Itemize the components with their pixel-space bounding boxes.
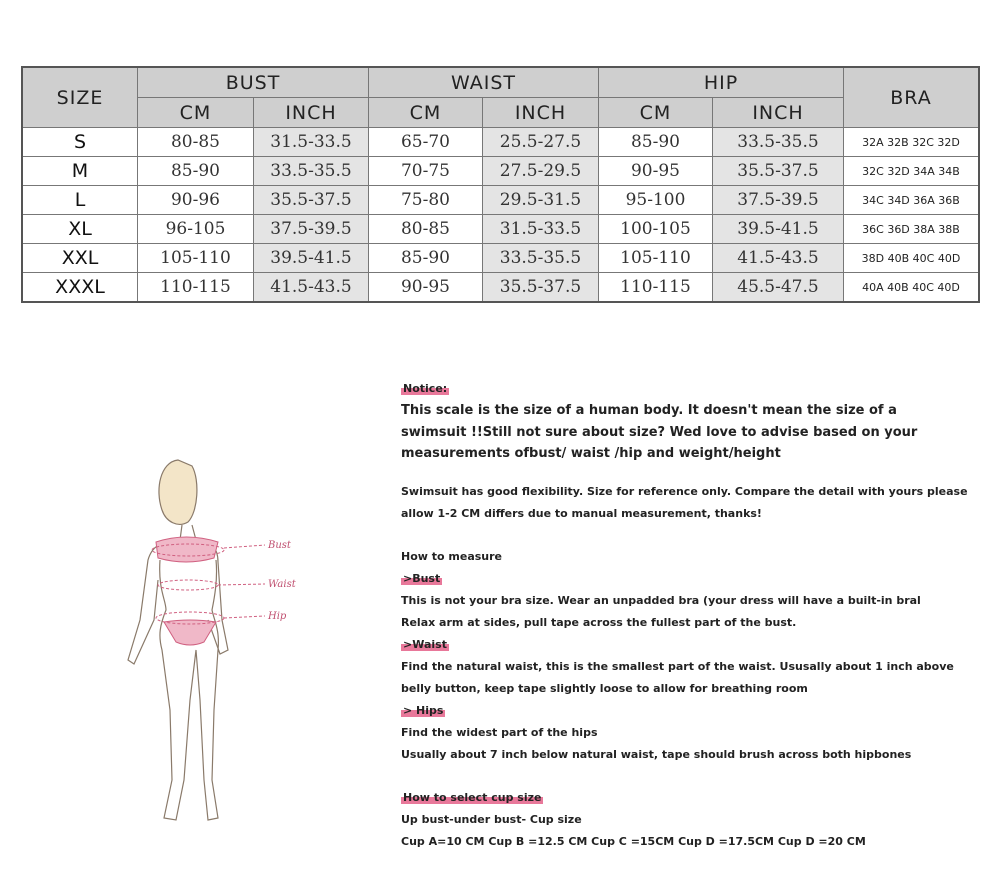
cell-hip-in: 39.5-41.5 (712, 214, 844, 244)
table-row: XXXL 110-115 41.5-43.5 90-95 35.5-37.5 110-11… (21, 272, 980, 303)
waist-header: WAIST (368, 66, 599, 98)
cell-waist-cm: 85-90 (368, 243, 483, 273)
hip-inch-header: INCH (712, 97, 844, 128)
cell-waist-cm: 90-95 (368, 272, 483, 303)
table-row: XL 96-105 37.5-39.5 80-85 31.5-33.5 100-105 39… (21, 214, 980, 244)
waist-cm-header: CM (368, 97, 483, 128)
cell-bust-in: 41.5-43.5 (253, 272, 369, 303)
cup-text-1: Up bust-under bust- Cup size (401, 812, 582, 826)
bust-label: Bust (267, 540, 292, 551)
cell-hip-in: 33.5-35.5 (712, 127, 844, 157)
size-chart-table: SIZE BUST WAIST HIP BRA CM INCH CM INCH … (21, 66, 980, 303)
bust-inch-header: INCH (253, 97, 369, 128)
bust-header: BUST (137, 66, 369, 98)
table-row: S 80-85 31.5-33.5 65-70 25.5-27.5 85-90 33.5-3… (21, 127, 980, 157)
waist-text-2: belly button, keep tape slightly loose t… (401, 681, 808, 695)
hip-cm-header: CM (598, 97, 713, 128)
cell-hip-cm: 110-115 (598, 272, 713, 303)
cell-hip-cm: 105-110 (598, 243, 713, 273)
cell-bra: 38D 40B 40C 40D (843, 243, 980, 273)
cell-bra: 40A 40B 40C 40D (843, 272, 980, 303)
table-row: XXL 105-110 39.5-41.5 85-90 33.5-35.5 105-110… (21, 243, 980, 273)
cell-bust-in: 33.5-35.5 (253, 156, 369, 186)
bra-header: BRA (843, 66, 980, 128)
cell-bust-in: 39.5-41.5 (253, 243, 369, 273)
table-row: M 85-90 33.5-35.5 70-75 27.5-29.5 90-95 35.5-3… (21, 156, 980, 186)
cell-size: L (21, 185, 138, 215)
flexibility-text: Swimsuit has good flexibility. Size for … (401, 484, 968, 520)
cell-bust-cm: 110-115 (137, 272, 254, 303)
cell-hip-in: 37.5-39.5 (712, 185, 844, 215)
notice-title: Notice: (401, 382, 450, 395)
cell-bra: 34C 34D 36A 36B (843, 185, 980, 215)
cell-bust-cm: 105-110 (137, 243, 254, 273)
cell-bust-in: 35.5-37.5 (253, 185, 369, 215)
cell-size: M (21, 156, 138, 186)
cell-waist-in: 33.5-35.5 (482, 243, 599, 273)
cell-hip-in: 45.5-47.5 (712, 272, 844, 303)
table-row: L 90-96 35.5-37.5 75-80 29.5-31.5 95-100 37.5-… (21, 185, 980, 215)
cell-waist-cm: 80-85 (368, 214, 483, 244)
notice-text: This scale is the size of a human body. … (401, 403, 918, 461)
cell-waist-cm: 65-70 (368, 127, 483, 157)
cell-bust-in: 37.5-39.5 (253, 214, 369, 244)
cell-hip-cm: 95-100 (598, 185, 713, 215)
cell-waist-cm: 70-75 (368, 156, 483, 186)
measurement-notes: Notice: This scale is the size of a huma… (401, 378, 991, 853)
bust-cm-header: CM (137, 97, 254, 128)
cell-hip-in: 41.5-43.5 (712, 243, 844, 273)
hips-text-2: Usually about 7 inch below natural waist… (401, 747, 912, 761)
size-header: SIZE (21, 66, 138, 128)
hip-header: HIP (598, 66, 844, 98)
cell-bra: 36C 36D 38A 38B (843, 214, 980, 244)
cell-bust-cm: 85-90 (137, 156, 254, 186)
hips-title: > Hips (401, 703, 446, 717)
cell-waist-in: 35.5-37.5 (482, 272, 599, 303)
cell-waist-in: 29.5-31.5 (482, 185, 599, 215)
hip-label: Hip (267, 611, 287, 622)
waist-text-1: Find the natural waist, this is the smal… (401, 659, 954, 673)
waist-inch-header: INCH (482, 97, 599, 128)
waist-label: Waist (268, 579, 297, 590)
bust-text-2: Relax arm at sides, pull tape across the… (401, 615, 797, 629)
bust-title: >Bust (401, 571, 443, 585)
cell-hip-cm: 90-95 (598, 156, 713, 186)
bust-text-1: This is not your bra size. Wear an unpad… (401, 593, 921, 607)
cell-size: S (21, 127, 138, 157)
cell-bra: 32A 32B 32C 32D (843, 127, 980, 157)
cell-bust-cm: 80-85 (137, 127, 254, 157)
cell-hip-in: 35.5-37.5 (712, 156, 844, 186)
cell-bust-cm: 96-105 (137, 214, 254, 244)
cell-bra: 32C 32D 34A 34B (843, 156, 980, 186)
cell-size: XXL (21, 243, 138, 273)
cell-waist-in: 25.5-27.5 (482, 127, 599, 157)
cell-waist-in: 27.5-29.5 (482, 156, 599, 186)
cup-text-2: Cup A=10 CM Cup B =12.5 CM Cup C =15CM C… (401, 834, 866, 848)
how-to-measure: How to measure (401, 549, 503, 563)
cup-size-title: How to select cup size (401, 790, 544, 804)
cell-waist-cm: 75-80 (368, 185, 483, 215)
waist-title: >Waist (401, 637, 449, 651)
cell-size: XL (21, 214, 138, 244)
body-measurement-illustration: Bust Waist Hip (127, 459, 297, 821)
cell-waist-in: 31.5-33.5 (482, 214, 599, 244)
cell-hip-cm: 100-105 (598, 214, 713, 244)
cell-bust-in: 31.5-33.5 (253, 127, 369, 157)
cell-hip-cm: 85-90 (598, 127, 713, 157)
cell-bust-cm: 90-96 (137, 185, 254, 215)
hips-text-1: Find the widest part of the hips (401, 725, 598, 739)
cell-size: XXXL (21, 272, 138, 303)
